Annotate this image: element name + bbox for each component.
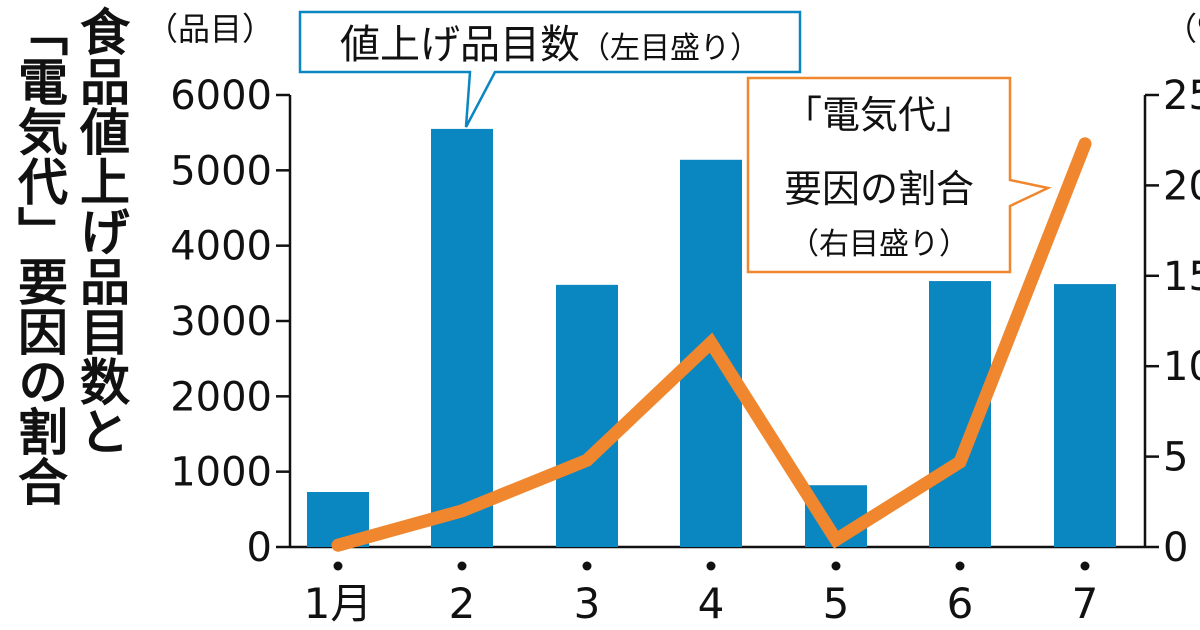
x-tick-label: 4 bbox=[698, 579, 725, 628]
x-tick-label: 7 bbox=[1072, 579, 1099, 628]
x-tick-label: 5 bbox=[823, 579, 850, 628]
legend-name: 「電気代」 bbox=[784, 93, 974, 137]
y2-tick-label: 10 bbox=[1163, 344, 1200, 390]
tick-dot bbox=[706, 561, 716, 571]
y2-tick-label: 0 bbox=[1163, 525, 1188, 571]
y-tick-label: 5000 bbox=[170, 148, 272, 194]
y2-tick-label: 5 bbox=[1163, 435, 1188, 481]
callout bbox=[298, 10, 802, 128]
y-tick-label: 3000 bbox=[170, 299, 272, 345]
y2-unit: （%） bbox=[1165, 10, 1200, 48]
tick-dot bbox=[831, 561, 841, 571]
line bbox=[331, 137, 1092, 552]
y-tick-label: 2000 bbox=[170, 374, 272, 420]
legend-name: 値上げ品目数 bbox=[340, 22, 580, 68]
chart-title: 食品値上げ品目数と 「電気代」要因の割合 bbox=[8, 6, 132, 526]
y-tick-label: 1000 bbox=[170, 450, 272, 496]
y2-tick-label: 15 bbox=[1163, 254, 1200, 300]
legend-note: （右目盛り） bbox=[789, 227, 969, 262]
callout bbox=[746, 76, 1052, 274]
y2-tick-label: 25 bbox=[1163, 73, 1200, 119]
tick-dot bbox=[1080, 561, 1090, 571]
y2-tick-label: 20 bbox=[1163, 163, 1200, 209]
legend-name: 要因の割合 bbox=[784, 167, 974, 211]
x-tick-label: 3 bbox=[574, 579, 601, 628]
legend-label: 値上げ品目数（左目盛り） bbox=[340, 22, 760, 68]
title-line: 食品値上げ品目数と bbox=[72, 6, 130, 456]
tick-dot bbox=[955, 561, 965, 571]
bar bbox=[556, 284, 618, 547]
tick-dot bbox=[582, 561, 592, 571]
bar bbox=[1054, 284, 1116, 547]
y-unit: （品目） bbox=[146, 10, 274, 48]
y-tick-label: 6000 bbox=[170, 73, 272, 119]
y-tick-label: 4000 bbox=[170, 224, 272, 270]
x-tick-label: 1月 bbox=[304, 579, 373, 628]
x-tick-label: 6 bbox=[947, 579, 974, 628]
tick-dot bbox=[457, 561, 467, 571]
y-tick-label: 0 bbox=[247, 525, 272, 571]
legend-note: （左目盛り） bbox=[580, 31, 760, 66]
x-tick-label: 2 bbox=[449, 579, 476, 628]
tick-dot bbox=[333, 561, 343, 571]
title-line: 「電気代」要因の割合 bbox=[10, 6, 68, 506]
bar bbox=[431, 128, 493, 547]
